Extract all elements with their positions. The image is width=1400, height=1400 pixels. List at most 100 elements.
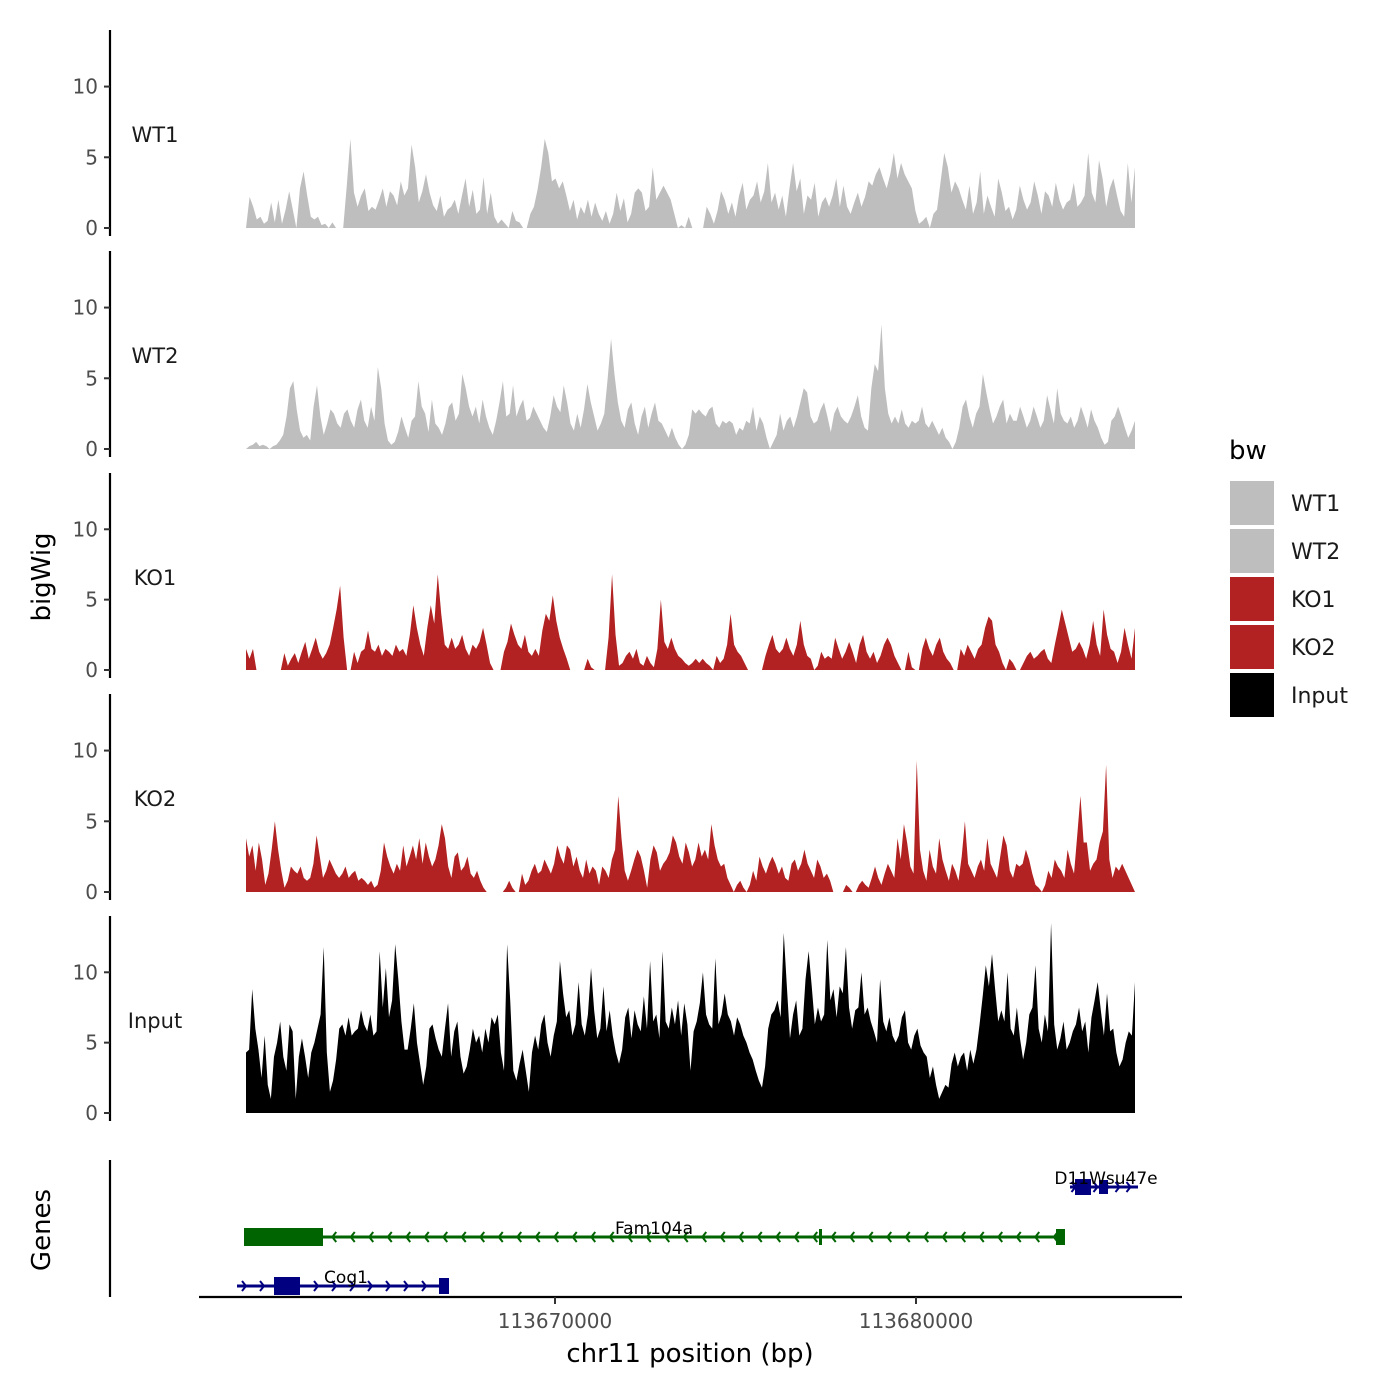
strand-arrow	[478, 1231, 486, 1243]
strand-arrow	[421, 1280, 428, 1292]
y-tick-label: 0	[85, 437, 98, 461]
y-tick-label: 0	[85, 216, 98, 240]
strand-arrow	[774, 1231, 782, 1243]
strand-arrow	[811, 1231, 819, 1243]
y-tick-label: 10	[73, 296, 98, 320]
y-tick-label: 10	[73, 739, 98, 763]
legend-swatch	[1230, 673, 1274, 717]
strand-arrow	[996, 1231, 1004, 1243]
gene-d11wsu47e: D11Wsu47e	[1054, 1169, 1158, 1195]
gene-exon	[1099, 1180, 1108, 1194]
strand-arrow	[1125, 1181, 1132, 1193]
gene-exon	[244, 1228, 323, 1246]
strand-arrow	[1103, 1181, 1110, 1193]
strand-arrow	[515, 1231, 523, 1243]
strand-arrow	[1114, 1181, 1121, 1193]
legend-label: WT2	[1291, 540, 1340, 565]
x-axis-title: chr11 position (bp)	[566, 1339, 813, 1369]
y-tick-label: 10	[73, 517, 98, 541]
y-tick-label: 0	[85, 658, 98, 682]
strand-arrow	[737, 1231, 745, 1243]
strand-arrow	[608, 1231, 615, 1243]
strand-arrow	[330, 1231, 338, 1243]
track-label-ko2: KO2	[134, 787, 177, 811]
strand-arrow	[1033, 1231, 1041, 1243]
strand-arrow	[848, 1231, 856, 1243]
gene-exon	[439, 1278, 449, 1294]
x-axis: 113670000 113680000	[199, 1295, 1182, 1333]
legend-swatch	[1230, 481, 1274, 525]
strand-arrow	[830, 1231, 837, 1243]
strand-arrow	[349, 1231, 356, 1243]
y-tick-label: 5	[85, 809, 98, 833]
area-input	[246, 923, 1135, 1113]
area-wt1	[246, 138, 1135, 228]
strand-arrow	[978, 1231, 985, 1243]
y-tick-label: 0	[85, 880, 98, 904]
legend-swatch	[1230, 577, 1274, 621]
gene-exon	[1056, 1229, 1065, 1245]
strand-arrow	[259, 1280, 266, 1292]
gene-exon	[274, 1277, 300, 1295]
legend-item-wt2: WT2	[1230, 529, 1340, 573]
track-wt2: 0 5 10 WT2	[73, 251, 1135, 461]
strand-arrow	[295, 1280, 302, 1292]
strand-arrow	[959, 1231, 967, 1243]
strand-arrow	[645, 1231, 652, 1243]
y-tick-label: 5	[85, 588, 98, 612]
genes-panel: D11Wsu47e Fam104a Cog1	[108, 1160, 1158, 1297]
y-tick-label: 5	[85, 1031, 98, 1055]
y-tick-label: 5	[85, 145, 98, 169]
legend-label: WT1	[1291, 492, 1340, 517]
strand-arrow	[423, 1231, 430, 1243]
gene-label: Fam104a	[615, 1219, 693, 1239]
strand-arrow	[441, 1231, 449, 1243]
legend-label: KO1	[1291, 588, 1336, 613]
strand-arrow	[793, 1231, 800, 1243]
area-wt2	[246, 324, 1135, 449]
strand-arrow	[941, 1231, 948, 1243]
legend-item-ko1: KO1	[1230, 577, 1336, 621]
x-tick-label: 113670000	[498, 1309, 613, 1333]
track-label-wt2: WT2	[132, 344, 179, 368]
track-label-wt1: WT1	[132, 123, 179, 147]
gene-exon	[819, 1229, 822, 1245]
area-ko2	[246, 760, 1135, 892]
strand-arrow	[719, 1231, 726, 1243]
legend-item-wt1: WT1	[1230, 481, 1340, 525]
track-label-input: Input	[128, 1009, 182, 1033]
track-label-ko1: KO1	[134, 566, 177, 590]
strand-arrow	[922, 1231, 930, 1243]
legend: bw WT1 WT2 KO1 KO2 Input	[1229, 436, 1348, 717]
strand-arrow	[460, 1231, 467, 1243]
strand-arrow	[313, 1280, 320, 1292]
legend-item-input: Input	[1230, 673, 1348, 717]
y-tick-label: 10	[73, 960, 98, 984]
y-tick-label: 0	[85, 1101, 98, 1125]
legend-title: bw	[1229, 436, 1267, 466]
strand-arrow	[756, 1231, 763, 1243]
y-axis-title: bigWig	[27, 532, 57, 621]
strand-arrow	[367, 1231, 375, 1243]
strand-arrow	[241, 1280, 248, 1292]
legend-swatch	[1230, 529, 1274, 573]
strand-arrow	[700, 1231, 708, 1243]
gene-label: D11Wsu47e	[1054, 1169, 1157, 1189]
strand-arrow	[385, 1280, 392, 1292]
track-ko2: 0 5 10 KO2	[73, 694, 1135, 904]
strand-arrow	[1081, 1181, 1088, 1193]
strand-arrow	[626, 1231, 634, 1243]
gene-cog1: Cog1	[237, 1268, 449, 1295]
genes-panel-title: Genes	[27, 1189, 57, 1271]
track-ko1: 0 5 10 KO1	[73, 473, 1135, 682]
strand-arrow	[571, 1231, 578, 1243]
strand-arrow	[885, 1231, 893, 1243]
strand-arrow	[404, 1231, 412, 1243]
y-tick-label: 5	[85, 366, 98, 390]
strand-arrow	[904, 1231, 911, 1243]
legend-label: KO2	[1291, 636, 1336, 661]
gene-label: Cog1	[324, 1268, 368, 1288]
gene-fam104a: Fam104a	[244, 1219, 1065, 1246]
x-tick-label: 113680000	[859, 1309, 974, 1333]
